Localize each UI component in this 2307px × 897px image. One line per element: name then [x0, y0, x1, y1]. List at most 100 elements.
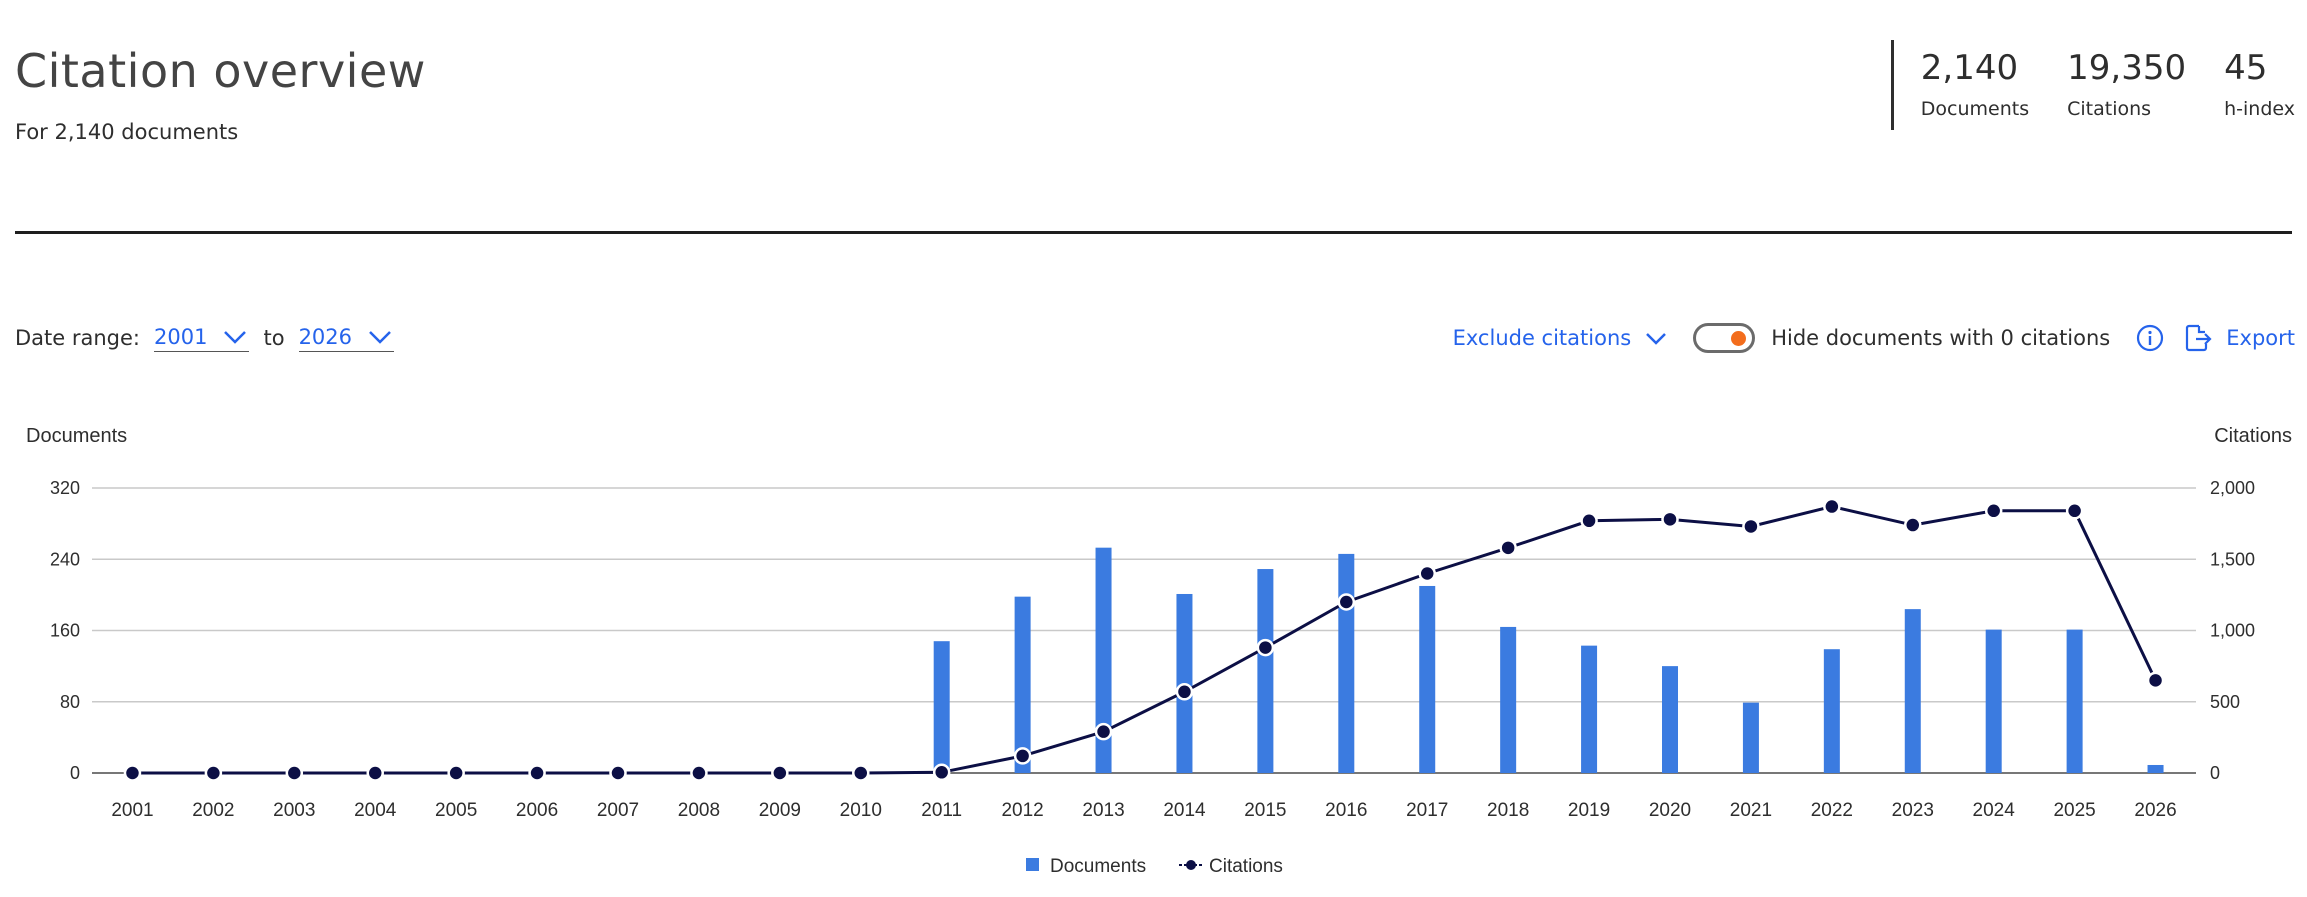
metric-citations: 19,350 Citations: [2067, 40, 2186, 130]
point-citations: [2065, 502, 2084, 520]
point-citations: [366, 764, 384, 782]
x-tick-label: 2019: [1568, 800, 1610, 821]
x-tick-label: 2008: [678, 800, 720, 821]
x-tick-label: 2010: [840, 800, 882, 821]
point-citations: [1580, 512, 1598, 530]
y-tick-label-right: 1,500: [2210, 549, 2255, 569]
x-tick-label: 2012: [1001, 800, 1043, 821]
x-tick-label: 2011: [921, 800, 962, 821]
metric-h-index: 45 h-index: [2224, 40, 2295, 130]
point-citations: [609, 764, 627, 782]
point-citations: [932, 763, 951, 782]
y-tick-label-left: 0: [70, 763, 80, 783]
legend-label-citations: Citations: [1209, 856, 1283, 877]
y-tick-label-right: 1,000: [2210, 621, 2255, 641]
exclude-citations-label: Exclude citations: [1452, 326, 1632, 350]
toggle-knob: [1731, 331, 1747, 346]
x-tick-label: 2024: [1973, 800, 2016, 821]
bar-documents: [1257, 569, 1274, 773]
page-title: Citation overview: [15, 44, 426, 98]
hide-zero-citations-toggle[interactable]: [1693, 323, 1756, 353]
point-citations: [1418, 564, 1436, 583]
y-tick-label-right: 2,000: [2210, 478, 2255, 498]
x-tick-label: 2015: [1244, 800, 1286, 821]
from-year-value: 2001: [154, 324, 208, 349]
to-year-select[interactable]: 2026: [298, 324, 395, 352]
y-axis-label-right: Citations: [2214, 425, 2292, 447]
point-citations: [285, 764, 304, 782]
x-tick-label: 2001: [111, 800, 153, 821]
chevron-down-icon: [1645, 332, 1667, 345]
point-citations: [1499, 539, 1517, 557]
point-citations: [1661, 510, 1679, 529]
y-tick-label-left: 240: [50, 549, 80, 569]
bar-documents: [2066, 629, 2083, 773]
point-citations: [1013, 747, 1032, 765]
x-tick-label: 2017: [1406, 800, 1448, 821]
bar-documents: [1742, 702, 1759, 773]
bar-documents: [1823, 649, 1840, 773]
point-citations: [1337, 593, 1356, 611]
date-range-controls: Date range: 2001 to 2026: [15, 324, 395, 352]
bar-documents: [1500, 626, 1517, 773]
bar-documents: [1014, 596, 1031, 773]
bar-documents: [933, 641, 950, 773]
chart-controls: Date range: 2001 to 2026 Exclude citatio…: [15, 318, 2295, 358]
chevron-down-icon: [223, 330, 247, 344]
bar-documents: [1904, 609, 1921, 773]
x-tick-label: 2005: [435, 800, 477, 821]
x-tick-label: 2023: [1892, 800, 1934, 821]
y-tick-label-left: 80: [60, 692, 80, 712]
x-tick-label: 2009: [759, 800, 801, 821]
metric-value: 45: [2224, 48, 2268, 88]
point-citations: [1823, 497, 1841, 516]
export-icon: [2184, 323, 2212, 353]
x-tick-label: 2025: [2053, 800, 2095, 821]
export-button[interactable]: Export: [2184, 323, 2295, 353]
metric-label: Documents: [1920, 98, 2030, 120]
to-label: to: [263, 326, 285, 350]
bar-documents: [1581, 645, 1598, 773]
x-tick-label: 2003: [273, 800, 315, 821]
point-citations: [123, 764, 142, 782]
bar-documents: [1985, 629, 2002, 773]
point-citations: [2146, 671, 2165, 690]
point-citations: [1256, 638, 1275, 657]
x-tick-label: 2014: [1163, 800, 1206, 821]
line-citations: [132, 504, 2157, 775]
point-citations: [1742, 517, 1760, 536]
point-citations: [1175, 683, 1194, 701]
from-year-select[interactable]: 2001: [154, 324, 250, 352]
point-citations: [1904, 516, 1922, 534]
bar-documents: [1338, 553, 1355, 773]
point-citations: [1094, 722, 1113, 741]
section-divider: [15, 231, 2292, 234]
export-label: Export: [2226, 326, 2295, 350]
info-icon[interactable]: [2136, 324, 2164, 352]
x-tick-label: 2002: [192, 800, 234, 821]
x-tick-label: 2026: [2134, 800, 2176, 821]
bar-documents: [1095, 547, 1112, 773]
y-tick-label-right: 0: [2210, 763, 2220, 783]
citation-chart: Documents Citations 0 80 160 240 320 0 500 1,000 1…: [26, 425, 2292, 877]
hide-zero-citations-label: Hide documents with 0 citations: [1771, 326, 2111, 350]
y-tick-label-left: 160: [50, 621, 80, 641]
point-citations: [690, 764, 708, 782]
point-citations: [204, 764, 223, 782]
metrics-summary: 2,140 Documents 19,350 Citations 45 h-in…: [1890, 40, 2295, 130]
chart-options: Exclude citations Hide documents with 0 …: [1453, 323, 2295, 353]
metric-label: Citations: [2067, 98, 2152, 120]
page-subtitle: For 2,140 documents: [15, 120, 239, 144]
legend-marker-citations: [1186, 860, 1196, 870]
chevron-down-icon: [368, 330, 392, 344]
legend-swatch-documents: [1026, 858, 1039, 871]
metric-label: h-index: [2224, 98, 2295, 120]
exclude-citations-dropdown[interactable]: Exclude citations: [1453, 326, 1668, 350]
x-tick-label: 2004: [354, 800, 397, 821]
to-year-value: 2026: [298, 324, 353, 349]
date-range-label: Date range:: [15, 326, 141, 350]
metric-documents: 2,140 Documents: [1921, 40, 2029, 130]
x-tick-label: 2013: [1082, 800, 1124, 821]
bar-documents: [1662, 666, 1678, 773]
point-citations: [852, 764, 870, 782]
